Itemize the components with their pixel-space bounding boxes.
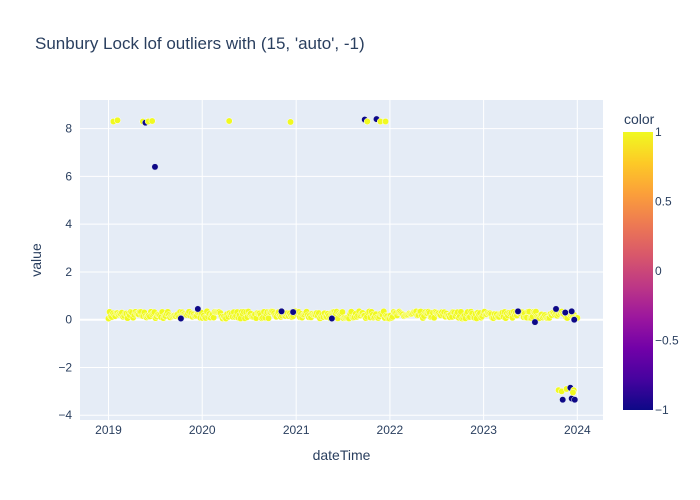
y-tick-label: 4: [65, 217, 72, 231]
data-point: [328, 315, 336, 322]
colorbar-tick-label: −1: [655, 403, 669, 417]
data-point: [114, 116, 121, 124]
colorbar-tick-label: 1: [655, 125, 662, 139]
band-point: [265, 314, 272, 322]
data-point: [278, 307, 285, 315]
chart-title: Sunbury Lock lof outliers with (15, 'aut…: [35, 34, 365, 53]
grid-lines: [80, 100, 603, 420]
plot-area-background: [80, 100, 603, 420]
data-point: [531, 318, 539, 326]
data-point: [148, 117, 156, 125]
data-point: [151, 163, 159, 171]
y-tick-label: 0: [65, 313, 72, 327]
axes: −4 −2 0 2 4 6 8 2019 2020 2021 2022 2023 2024: [58, 122, 591, 437]
data-point: [570, 316, 578, 324]
data-point: [552, 305, 560, 313]
x-tick-label: 2020: [189, 423, 216, 437]
data-points: [109, 115, 579, 404]
y-tick-label: −2: [58, 360, 72, 374]
y-tick-label: 6: [65, 169, 72, 183]
data-point: [194, 305, 202, 313]
data-point: [287, 118, 294, 126]
data-point: [289, 308, 297, 316]
colorbar: color 1 0.5 0 −0.5 −1: [623, 111, 679, 417]
colorbar-ticks: 1 0.5 0 −0.5 −1: [655, 125, 679, 417]
data-point: [559, 396, 567, 404]
x-tick-label: 2019: [95, 423, 122, 437]
colorbar-tick-label: −0.5: [655, 334, 679, 348]
colorbar-title: color: [624, 111, 655, 127]
data-point: [177, 315, 185, 322]
data-point: [363, 118, 371, 125]
y-axis-label: value: [28, 243, 44, 277]
x-tick-label: 2024: [564, 423, 591, 437]
data-point: [561, 309, 569, 316]
y-tick-label: 2: [65, 265, 72, 279]
data-point: [514, 307, 522, 315]
x-tick-label: 2022: [377, 423, 404, 437]
y-tick-label: 8: [65, 122, 72, 136]
colorbar-tick-label: 0: [655, 264, 662, 278]
data-point: [571, 396, 579, 404]
data-point: [568, 307, 576, 315]
x-tick-label: 2021: [283, 423, 310, 437]
colorbar-gradient: [623, 132, 653, 410]
colorbar-tick-label: 0.5: [655, 195, 672, 209]
data-point: [382, 118, 389, 125]
x-axis-label: dateTime: [313, 447, 371, 463]
baseline-data-band: [105, 307, 581, 322]
data-point: [569, 389, 577, 396]
x-tick-label: 2023: [470, 423, 497, 437]
y-tick-label: −4: [58, 408, 72, 422]
data-point: [225, 117, 233, 125]
